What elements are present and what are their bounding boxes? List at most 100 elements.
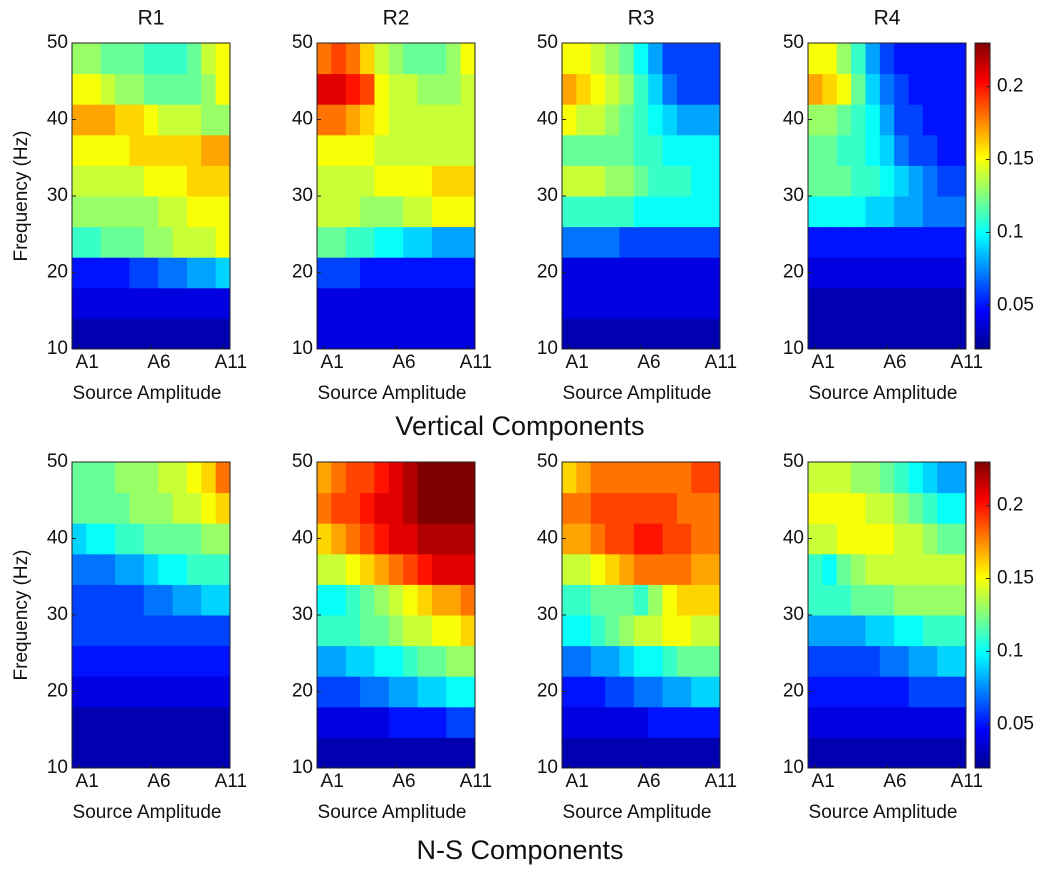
heat-cell [100,676,116,708]
heat-cell [808,462,823,494]
y-tick-label: 10 [783,338,804,359]
heat-cell [879,706,895,738]
heat-cell [129,462,145,494]
heat-cell [691,104,707,136]
heat-cell [908,645,924,677]
heat-cell [605,553,620,585]
heat-cell [633,196,649,228]
heat-cell [446,462,462,494]
heat-cell [951,165,967,197]
heat-cell [374,196,390,228]
heat-cell [215,615,231,647]
heat-cell [129,104,145,136]
heat-cell [215,104,231,136]
heat-cell [662,553,678,585]
heat-cell [172,645,188,677]
heat-cell [72,615,87,647]
heat-cell [186,196,202,228]
heat-cell [590,43,606,75]
heat-cell [129,584,145,616]
heat-cell [317,676,332,708]
heat-cell [922,73,938,105]
heat-cell [129,43,145,75]
colorbar-tick-label: 0.15 [997,568,1034,589]
heat-cell [879,43,895,75]
heat-cell [331,553,347,585]
heat-cell [72,287,87,319]
heat-cell [72,553,87,585]
y-tick-label: 20 [47,681,68,702]
heat-cell [460,492,476,524]
heat-cell [662,165,678,197]
heat-cell [403,492,419,524]
heat-cell [836,523,852,555]
heat-cell [345,257,361,289]
heat-cell [922,737,938,769]
heat-cell [86,73,102,105]
heat-cell [937,492,953,524]
heat-cell [879,257,895,289]
colorbar [974,42,991,350]
heat-cell [172,553,188,585]
x-tick-label: A1 [321,771,344,792]
heat-cell [836,43,852,75]
heat-cell [851,523,866,555]
x-axis-label: Source Amplitude [73,802,222,823]
heat-cell [937,226,953,258]
heat-cell [72,73,87,105]
heat-cell [388,615,404,647]
heat-cell [388,584,404,616]
heat-cell [590,318,606,350]
heat-cell [851,676,866,708]
y-tick-label: 30 [292,185,313,206]
heat-cell [937,645,953,677]
x-tick-label: A11 [215,771,247,792]
heat-cell [619,615,635,647]
colorbar-tick-label: 0.15 [997,149,1034,170]
heat-cell [562,584,577,616]
heat-cell [822,257,838,289]
heat-cell [172,492,188,524]
heat-cell [345,165,361,197]
heat-cell [201,134,217,166]
x-tick-label: A1 [812,352,835,373]
heat-cell [619,553,635,585]
colorbar-tick-label: 0.05 [997,294,1034,315]
heat-cell [360,318,375,350]
heat-cell [186,287,202,319]
heat-cell [215,226,231,258]
heat-cell [908,492,924,524]
heat-cell [576,257,592,289]
heat-cell [86,257,102,289]
heat-cell [143,318,159,350]
heat-cell [691,462,707,494]
heat-cell [605,706,620,738]
y-tick-label: 30 [47,604,68,625]
heat-cell [417,226,433,258]
heat-cell [951,196,967,228]
heat-cell [705,134,721,166]
x-tick-label: A11 [215,352,247,373]
heat-cell [460,645,476,677]
heat-cell [691,134,707,166]
heat-cell [215,73,231,105]
heat-cell [360,165,375,197]
heat-cell [72,318,87,350]
colorbar-tick-label: 0.1 [997,640,1023,661]
heat-cell [865,318,881,350]
heat-cell [143,134,159,166]
heat-cell [908,706,924,738]
heat-cell [186,645,202,677]
heat-cell [822,706,838,738]
heat-cell [851,165,866,197]
heat-cell [705,706,721,738]
heat-cell [908,73,924,105]
heat-cell [360,73,375,105]
heat-cell [879,553,895,585]
heat-cell [662,523,678,555]
heat-cell [705,492,721,524]
heat-cell [360,645,375,677]
heat-cell [633,523,649,555]
heat-cell [879,226,895,258]
heat-cell [143,165,159,197]
